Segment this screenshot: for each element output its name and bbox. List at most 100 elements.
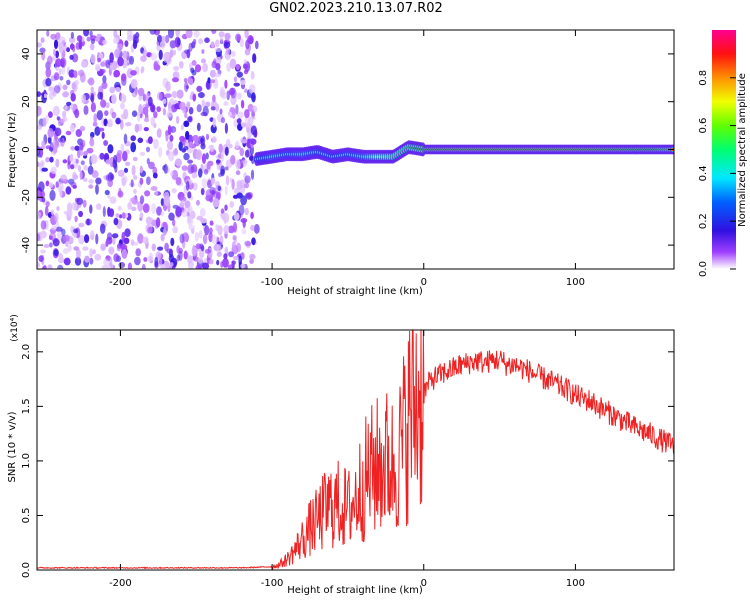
spectrogram-noise-blob [238,204,245,216]
spectrogram-noise-blob [172,218,176,227]
spectrogram-noise-blob [112,233,119,239]
spectrogram-noise-blob [70,93,76,102]
spectrogram-noise-blob [223,253,228,260]
spectrogram-noise-blob [172,127,176,133]
spectrogram-noise-blob [48,235,53,240]
spectrogram-noise-blob [37,142,40,147]
spectrogram-noise-blob [62,110,67,118]
spectrogram-noise-blob [201,49,205,54]
spectrogram-noise-blob [88,77,95,86]
spectrogram-noise-blob [172,71,180,79]
spectrogram-noise-blob [77,165,82,172]
spectrogram-noise-blob [254,40,259,50]
spectrogram-noise-blob [172,77,179,83]
spectrogram-noise-blob [92,121,98,127]
spectrogram-noise-blob [48,111,53,118]
spectrogram-noise-blob [162,98,167,104]
spectrogram-noise-blob [209,227,213,234]
spectrogram-noise-blob [175,177,182,186]
spectrogram-noise-blob [57,230,63,241]
spectrogram-noise-blob [45,77,52,87]
spectrogram-noise-blob [43,93,48,99]
spectrogram-noise-blob [151,243,156,252]
spectrogram-noise-blob [167,30,175,39]
spectrogram-noise-blob [126,35,134,42]
spectrogram-noise-blob [244,240,251,247]
spectrogram-noise-blob [213,77,219,89]
spectrogram-noise-blob [234,187,240,194]
spectrogram-noise-blob [78,69,85,77]
spectrogram-noise-blob [54,212,59,223]
spectrogram-noise-blob [95,37,100,42]
spectrogram-noise-blob [251,155,255,165]
spectrogram-noise-blob [99,69,106,74]
spectrogram-noise-blob [216,56,222,65]
spectrogram-noise-blob [236,180,243,190]
spectrogram-noise-blob [198,168,203,178]
spectrogram-noise-blob [122,50,128,59]
spectrogram-noise-blob [51,225,57,231]
spectrogram-noise-blob [121,212,126,219]
spectrogram-noise-blob [113,217,119,226]
spectrogram-noise-blob [113,69,121,78]
x-tick-label: -200 [109,277,132,288]
spectrogram-noise-blob [108,246,115,255]
spectrogram-noise-blob [90,38,95,45]
spectrogram-noise-blob [82,199,87,208]
spectrogram-noise-blob [114,87,121,92]
spectrogram-noise-blob [169,40,177,49]
spectrogram-noise-blob [210,177,215,186]
spectrogram-noise-blob [117,205,122,211]
spectrogram-noise-blob [72,70,78,79]
spectrogram-noise-blob [242,63,248,70]
spectrogram-noise-blob [96,110,104,121]
spectrogram-noise-blob [137,111,141,122]
spectrogram-noise-blob [139,165,143,174]
snr-axes: -200 -100 0 100 0.0 0.5 1.0 1.5 2.0 [21,330,674,589]
spectrogram-noise-blob [99,53,104,60]
spectrogram-noise-blob [81,94,86,104]
spectrogram-noise-blob [175,206,183,217]
spectrogram-noise-blob [192,134,199,142]
spectrogram-noise-blob [158,49,163,60]
spectrogram-noise-blob [102,75,107,84]
spectrogram-noise-blob [55,181,59,188]
spectrogram-noise-blob [155,217,161,228]
spectrogram-noise-blob [162,221,168,229]
spectrogram-noise-blob [241,159,248,164]
spectrogram-noise-blob [180,124,184,131]
spectrogram-noise-blob [139,151,145,156]
spectrogram-noise-blob [239,148,245,157]
spectrogram-noise-blob [74,257,82,266]
spectrogram-noise-blob [58,253,64,264]
spectrogram-noise-blob [74,80,80,85]
spectrogram-noise-blob [167,151,175,162]
spectrogram-noise-blob [58,68,62,76]
spectrogram-noise-blob [224,185,228,196]
spectrogram-noise-blob [86,218,90,226]
spectrogram-noise-blob [233,82,240,87]
spectrogram-noise-blob [79,149,83,156]
spectrogram-noise-blob [74,108,80,119]
spectrogram-noise-blob [216,159,221,164]
spectrogram-noise-blob [70,164,75,170]
spectrogram-noise-blob [192,182,198,191]
spectrogram-noise-blob [134,123,139,133]
spectrogram-noise-blob [41,50,46,61]
spectrogram-noise-blob [231,260,235,269]
spectrogram-noise-blob [195,149,202,161]
spectrogram-noise-blob [100,243,106,251]
spectrogram-noise-blob [193,30,200,38]
spectrogram-noise-blob [79,125,86,132]
spectrogram-noise-blob [60,174,67,182]
y-tick-label: 40 [21,48,32,61]
spectrogram-noise-blob [195,264,202,269]
spectrogram-noise-blob [240,195,248,206]
spectrogram-noise-blob [41,140,46,150]
spectrogram-noise-blob [138,95,143,101]
spectrogram-noise-blob [75,129,83,137]
spectrogram-noise-blob [70,103,77,111]
spectrogram-noise-blob [160,210,165,217]
spectrogram-noise-blob [137,137,144,144]
spectrogram-noise-blob [130,135,136,142]
